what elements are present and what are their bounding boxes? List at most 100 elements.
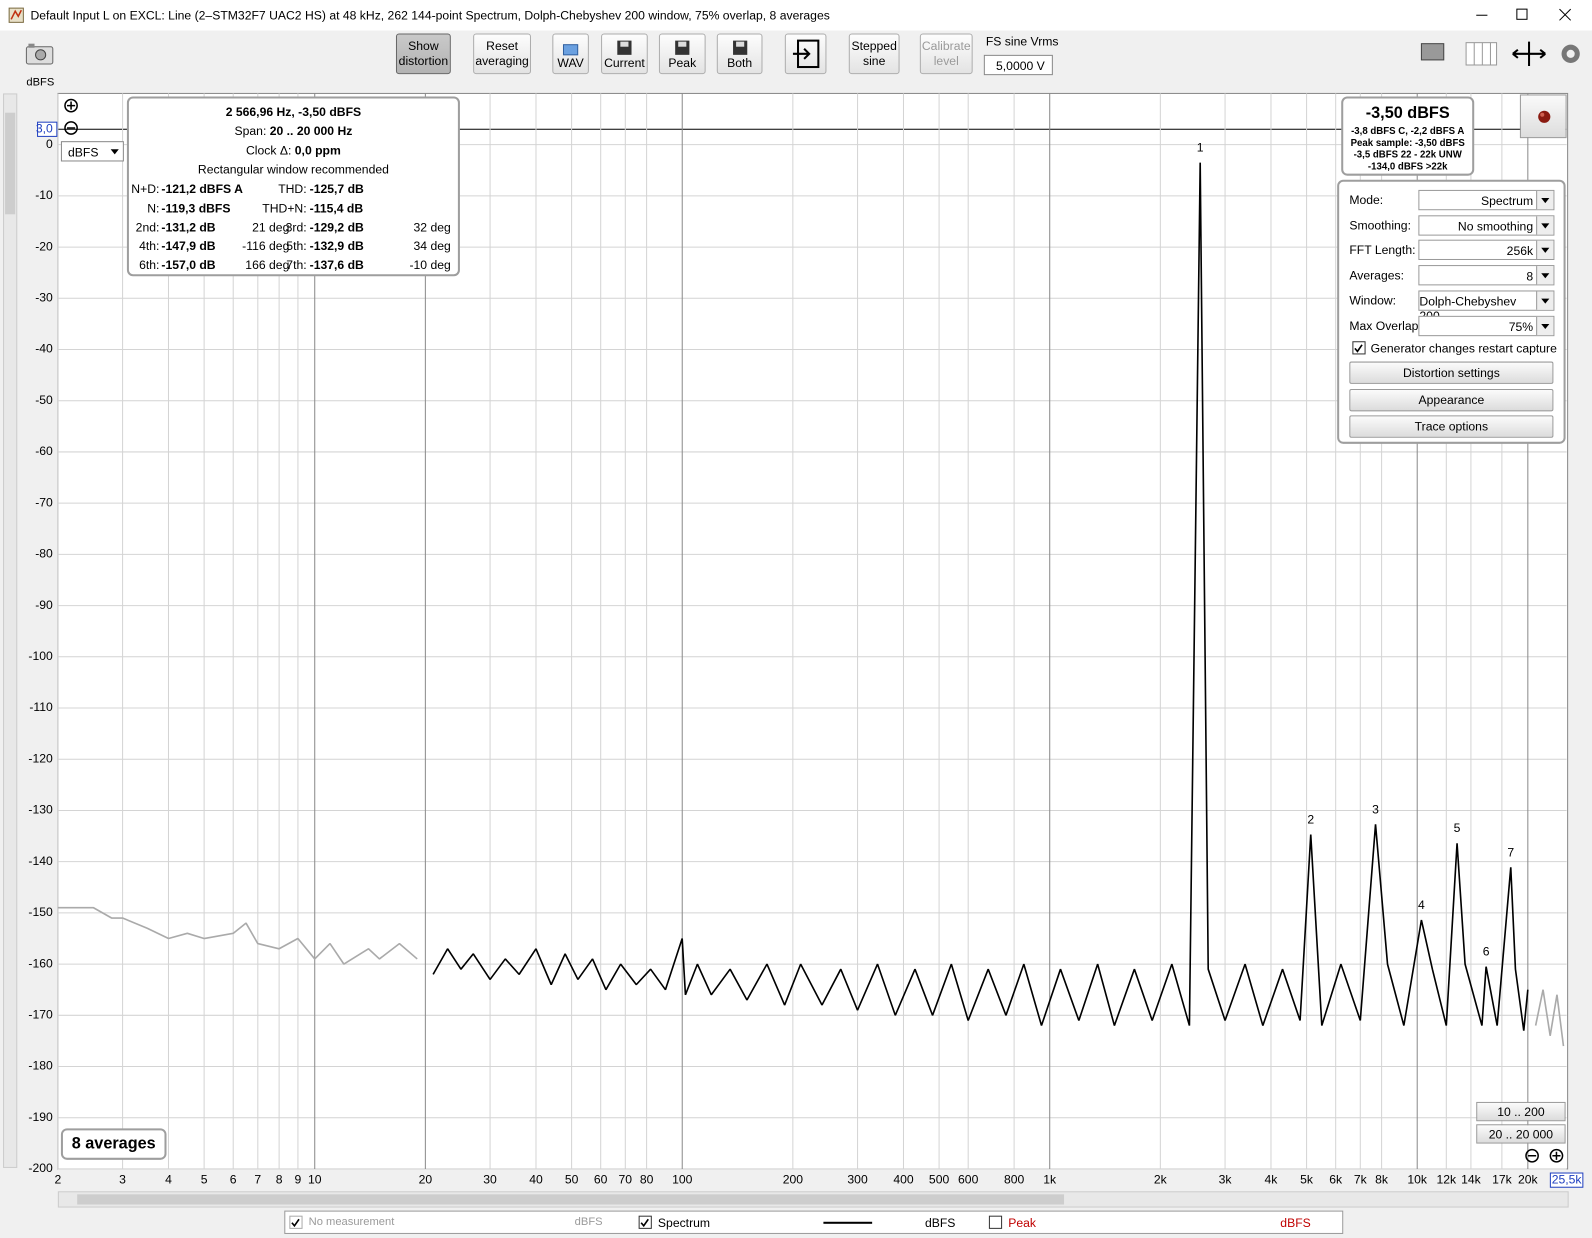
y-tick-label: 0 (46, 137, 53, 151)
distortion-label: 7th: (286, 258, 307, 273)
setting-label: Smoothing: (1349, 218, 1411, 233)
x-limit-box (1549, 1172, 1584, 1188)
fundamental: 2 566,96 Hz, -3,50 dBFS (225, 104, 362, 119)
setting-dropdown[interactable]: 8 (1418, 265, 1555, 286)
y-zoom-controls[interactable] (63, 97, 79, 136)
settings-panel: Mode: Spectrum Smoothing: No smoothing FFT L… (1337, 179, 1566, 444)
settings-button[interactable]: Distortion settings (1349, 361, 1554, 384)
x-tick-label: 1k (1043, 1172, 1057, 1186)
setting-value: 75% (1508, 319, 1534, 334)
y-tick-label: -100 (28, 649, 53, 663)
show-distortion-button[interactable]: Show distortion (395, 33, 451, 75)
dropdown-arrow (1536, 291, 1554, 310)
x-tick-label: 20k (1518, 1172, 1539, 1186)
span-value: 20 .. 20 000 Hz (269, 123, 353, 139)
reset-averaging-button[interactable]: Reset averaging (473, 33, 532, 75)
setting-dropdown[interactable]: 256k (1418, 240, 1555, 261)
legend-checkbox[interactable] (988, 1215, 1003, 1229)
window-note: Rectangular window recommended (197, 162, 389, 177)
view-controls[interactable] (1413, 39, 1586, 69)
x-tick-label: 100 (672, 1172, 693, 1186)
distortion-value: -119,3 dBFS (161, 200, 231, 216)
distortion-value: -121,2 dBFS A (161, 181, 243, 197)
app-icon (8, 7, 24, 23)
wav-label: WAV (557, 55, 584, 71)
x-tick-label: 60 (594, 1172, 608, 1186)
setting-label: Mode: (1349, 192, 1384, 208)
settings-button[interactable]: Trace options (1349, 415, 1554, 438)
legend-checkbox[interactable] (638, 1215, 652, 1229)
unit-select[interactable]: dBFS (60, 141, 124, 162)
x-tick-label: 17k (1492, 1172, 1513, 1186)
save-peak-button[interactable]: Peak (658, 33, 706, 75)
setting-dropdown[interactable]: Dolph-Chebyshev 200 (1418, 290, 1555, 323)
setting-dropdown[interactable]: 75% (1418, 315, 1555, 336)
y-tick-label: -90 (35, 598, 53, 612)
distortion-value: -115,4 dB (309, 200, 364, 216)
range-button[interactable]: 20 .. 20 000 (1476, 1124, 1566, 1144)
fs-sine-input[interactable]: 5,0000 V (983, 54, 1053, 76)
save-icon (675, 40, 690, 55)
save-both-button[interactable]: Both (716, 33, 763, 75)
export-button[interactable] (784, 33, 827, 75)
x-tick-label: 70 (619, 1172, 633, 1186)
x-tick-label: 14k (1461, 1172, 1482, 1186)
wav-button[interactable]: WAV (552, 33, 589, 75)
legend-bar: No measurement dBFS Spectrum dBFS Peak dBFS (284, 1210, 1344, 1234)
range-button[interactable]: 10 .. 200 (1476, 1101, 1566, 1122)
setting-value: 8 (1526, 269, 1534, 284)
y-tick-label: -30 (35, 291, 53, 305)
stepped-sine-button[interactable]: Stepped sine (848, 33, 900, 75)
snapshot-button[interactable] (24, 43, 56, 67)
x-tick-label: 10k (1407, 1172, 1428, 1186)
restart-checkbox[interactable] (1352, 341, 1366, 355)
harmonic-label: 1 (1197, 141, 1204, 155)
distortion-label: THD: (278, 181, 307, 197)
y-tick-label: -140 (28, 854, 53, 868)
horizontal-scrollbar[interactable] (57, 1191, 1569, 1208)
x-tick-label: 5 (201, 1172, 208, 1186)
setting-value: No smoothing (1457, 219, 1534, 234)
x-tick-label: 5k (1300, 1172, 1314, 1186)
settings-button[interactable]: Appearance (1349, 388, 1554, 411)
dropdown-arrow (110, 149, 119, 155)
x-tick-label: 12k (1436, 1172, 1457, 1186)
distortion-phase: 166 deg (245, 258, 290, 273)
x-tick-label: 9 (295, 1172, 302, 1186)
calibrate-level-button[interactable]: Calibrate level (919, 33, 973, 75)
legend-checkbox[interactable] (289, 1215, 303, 1229)
averages-badge: 8 averages (60, 1128, 167, 1160)
x-tick-label: 2 (54, 1172, 61, 1186)
y-tick-label: -170 (28, 1008, 53, 1022)
level-line: -3,8 dBFS C, -2,2 dBFS A (1351, 125, 1465, 138)
distortion-value: -147,9 dB (161, 239, 216, 254)
unit-select-value: dBFS (68, 145, 99, 160)
legend-unit: dBFS (574, 1215, 603, 1228)
x-tick-label: 3k (1219, 1172, 1233, 1186)
level-details: -3,8 dBFS C, -2,2 dBFS A Peak sample: -3,… (1343, 126, 1472, 173)
dropdown-arrow (1536, 316, 1554, 335)
window-controls[interactable] (1462, 0, 1592, 30)
legend-swatch (823, 1221, 873, 1224)
setting-dropdown[interactable]: No smoothing (1418, 214, 1555, 236)
distortion-phase: -116 deg (242, 239, 290, 254)
folder-icon (562, 44, 579, 56)
x-tick-label: 200 (783, 1172, 804, 1186)
distortion-label: 4th: (139, 239, 160, 254)
y-tick-label: -190 (28, 1110, 53, 1124)
record-icon (1538, 110, 1551, 123)
dropdown-arrow (1536, 266, 1554, 285)
x-tick-label: 7k (1354, 1172, 1368, 1186)
x-zoom-controls[interactable] (1523, 1148, 1568, 1166)
record-button[interactable] (1519, 94, 1567, 139)
distortion-label: 5th: (286, 239, 307, 254)
distortion-label: 6th: (139, 258, 160, 273)
setting-dropdown[interactable]: Spectrum (1418, 189, 1555, 211)
level-main: -3,50 dBFS (1365, 104, 1450, 122)
save-current-button[interactable]: Current (601, 33, 648, 75)
setting-label: FFT Length: (1349, 243, 1416, 258)
setting-label: Window: (1349, 293, 1397, 308)
y-tick-label: -50 (35, 393, 53, 407)
vertical-scrollbar[interactable] (3, 93, 18, 1168)
